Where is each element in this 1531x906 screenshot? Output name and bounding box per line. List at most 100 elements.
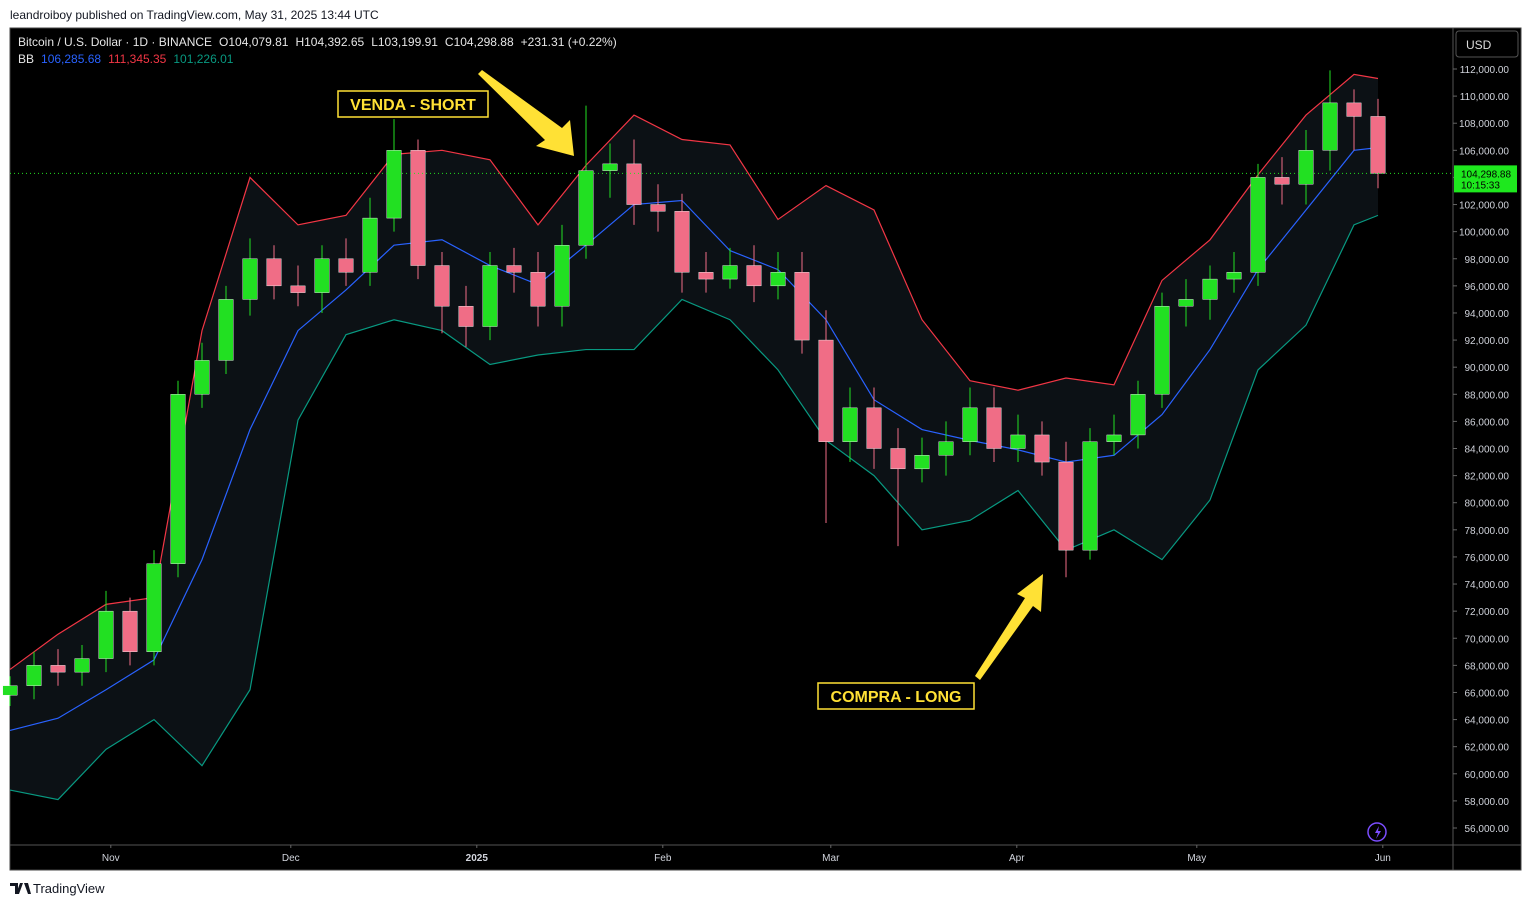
countdown: 10:15:33 [1461, 180, 1500, 191]
x-tick-label: Dec [282, 853, 300, 864]
band-middle [9, 147, 1379, 731]
candle-body [146, 563, 162, 653]
legend-title: Bitcoin / U.S. Dollar · 1D · BINANCE O104… [18, 35, 617, 49]
y-tick-label: 106,000.00 [1459, 146, 1509, 157]
candle-body [1202, 278, 1218, 300]
last-price-label: 104,298.88 [1461, 169, 1511, 180]
ohlc-change: +231.31 (+0.22%) [521, 35, 617, 49]
candle-body [362, 217, 378, 273]
y-tick-label: 110,000.00 [1460, 92, 1510, 103]
candle-body [98, 610, 114, 659]
x-tick-label: Mar [822, 853, 840, 864]
candle-body [890, 448, 906, 470]
y-tick-label: 80,000.00 [1465, 499, 1510, 510]
x-tick-label: Jun [1375, 853, 1391, 864]
candle-body [698, 272, 714, 280]
candle-body [578, 170, 594, 246]
candle-body [1130, 394, 1146, 436]
assistant-icon[interactable] [1367, 822, 1387, 842]
candle-body [818, 339, 834, 442]
candle-body [866, 407, 882, 449]
candle-body [122, 610, 138, 653]
y-tick-label: 78,000.00 [1465, 526, 1510, 537]
candle-body [770, 272, 786, 287]
candle-body [746, 265, 762, 287]
candle-body [962, 407, 978, 442]
candle-body [1226, 272, 1242, 280]
plot-area [2, 70, 1453, 801]
arrow-short [478, 70, 574, 156]
candle-body [914, 455, 930, 470]
candle-body [50, 665, 66, 673]
candle-body [1250, 177, 1266, 273]
ohlc-open: O104,079.81 [219, 35, 289, 49]
candle-body [314, 258, 330, 293]
candle-body [1346, 102, 1362, 117]
y-tick-label: 94,000.00 [1465, 309, 1510, 320]
candle-body [938, 441, 954, 456]
last-price-box [1454, 165, 1517, 193]
y-tick-label: 66,000.00 [1465, 688, 1510, 699]
y-tick-label: 112,000.00 [1460, 65, 1510, 76]
y-tick-label: 92,000.00 [1465, 336, 1510, 347]
x-tick-label: Apr [1009, 853, 1025, 864]
candle-body [1082, 441, 1098, 551]
y-tick-label: 100,000.00 [1459, 228, 1509, 239]
candle-body [1322, 102, 1338, 151]
candle-body [26, 665, 42, 686]
y-tick-label: 82,000.00 [1465, 472, 1510, 483]
y-tick-label: 84,000.00 [1465, 445, 1510, 456]
ohlc-low: L103,199.91 [371, 35, 438, 49]
y-tick-label: 108,000.00 [1459, 119, 1509, 130]
y-tick-label: 62,000.00 [1465, 743, 1510, 754]
ohlc-high: H104,392.65 [295, 35, 364, 49]
candle-body [1274, 177, 1290, 185]
y-tick-label: 88,000.00 [1465, 390, 1510, 401]
x-tick-label: 2025 [466, 853, 489, 864]
candle-body [194, 360, 210, 395]
y-tick-label: 60,000.00 [1465, 770, 1510, 781]
currency: USD [1466, 38, 1492, 52]
band-lower [9, 214, 1379, 801]
symbol-title: Bitcoin / U.S. Dollar · 1D · BINANCE [18, 35, 212, 49]
currency-button[interactable] [1455, 30, 1519, 58]
indicator-legend: BB 106,285.68 111,345.35 101,226.01 [18, 52, 234, 66]
candle-body [1154, 305, 1170, 395]
candle-body [1034, 434, 1050, 463]
y-tick-label: 98,000.00 [1465, 255, 1510, 266]
annotation-box [817, 682, 975, 710]
candle-body [434, 265, 450, 307]
candle-body [674, 211, 690, 273]
tv-logo [10, 883, 31, 894]
candle-body [482, 265, 498, 327]
candle-body [650, 204, 666, 212]
y-tick-label: 64,000.00 [1465, 716, 1510, 727]
candle-body [410, 150, 426, 266]
candle-body [986, 407, 1002, 449]
x-tick-label: May [1187, 853, 1206, 864]
candle-body [290, 285, 306, 293]
y-tick-label: 72,000.00 [1465, 607, 1510, 618]
indicator-name: BB [18, 52, 34, 66]
candle-body [2, 685, 18, 696]
band-upper [9, 73, 1379, 670]
candle-body [1106, 434, 1122, 442]
candle-body [530, 272, 546, 307]
candle-body [266, 258, 282, 287]
candle-body [170, 394, 186, 564]
candle-body [386, 150, 402, 219]
y-tick-label: 102,000.00 [1459, 201, 1509, 212]
candle-body [506, 265, 522, 273]
candle-body [1178, 299, 1194, 307]
candle-body [74, 658, 90, 673]
annotation-short: VENDA - SHORT [350, 97, 476, 114]
candle-body [626, 163, 642, 205]
candle-body [218, 299, 234, 361]
annotation-box [337, 90, 489, 118]
y-tick-label: 58,000.00 [1465, 797, 1510, 808]
y-tick-label: 76,000.00 [1465, 553, 1510, 564]
candle-body [602, 163, 618, 171]
annotation-long: COMPRA - LONG [831, 689, 962, 706]
candle-body [1298, 150, 1314, 185]
